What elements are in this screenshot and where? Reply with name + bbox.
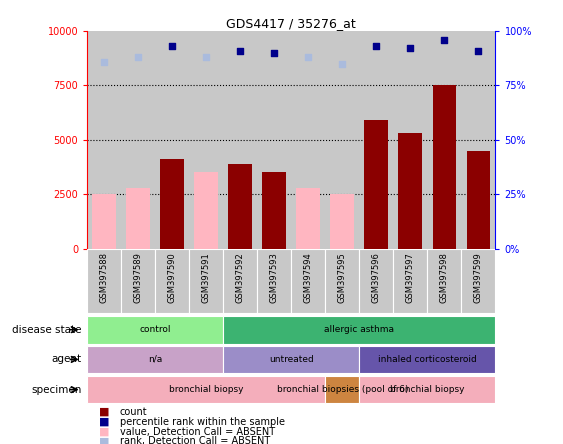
Text: GSM397590: GSM397590 bbox=[168, 252, 177, 303]
Point bbox=[236, 47, 245, 54]
Text: ■: ■ bbox=[99, 407, 109, 417]
Point bbox=[474, 47, 483, 54]
Bar bbox=[189, 249, 224, 313]
Text: GSM397592: GSM397592 bbox=[236, 252, 245, 303]
Text: GSM397594: GSM397594 bbox=[304, 252, 313, 303]
Bar bbox=[121, 249, 155, 313]
Text: value, Detection Call = ABSENT: value, Detection Call = ABSENT bbox=[120, 427, 275, 436]
Bar bbox=[359, 376, 495, 404]
Point bbox=[304, 54, 313, 61]
Bar bbox=[262, 173, 286, 249]
Bar bbox=[325, 376, 359, 404]
Bar bbox=[297, 188, 320, 249]
Text: GSM397595: GSM397595 bbox=[338, 252, 347, 303]
Bar bbox=[224, 345, 359, 373]
Text: disease state: disease state bbox=[12, 325, 82, 335]
Text: rank, Detection Call = ABSENT: rank, Detection Call = ABSENT bbox=[120, 436, 270, 444]
Bar bbox=[229, 164, 252, 249]
Bar bbox=[155, 249, 189, 313]
Text: GSM397598: GSM397598 bbox=[440, 252, 449, 303]
Bar bbox=[359, 249, 394, 313]
Text: ■: ■ bbox=[99, 427, 109, 436]
Bar bbox=[224, 316, 495, 344]
Text: count: count bbox=[120, 407, 148, 417]
Bar bbox=[359, 345, 495, 373]
Bar bbox=[87, 316, 224, 344]
Bar bbox=[292, 249, 325, 313]
Point bbox=[440, 36, 449, 44]
Text: bronchial biopsy: bronchial biopsy bbox=[390, 385, 464, 394]
Bar bbox=[87, 345, 224, 373]
Bar bbox=[394, 249, 427, 313]
Bar bbox=[427, 249, 462, 313]
Text: ■: ■ bbox=[99, 436, 109, 444]
Bar bbox=[160, 159, 184, 249]
Title: GDS4417 / 35276_at: GDS4417 / 35276_at bbox=[226, 17, 356, 30]
Bar bbox=[194, 173, 218, 249]
Bar bbox=[257, 249, 292, 313]
Point bbox=[100, 58, 109, 65]
Text: GSM397597: GSM397597 bbox=[406, 252, 415, 303]
Text: ■: ■ bbox=[99, 417, 109, 427]
Bar bbox=[462, 249, 495, 313]
Bar bbox=[92, 194, 116, 249]
Bar bbox=[432, 86, 457, 249]
Bar bbox=[87, 376, 325, 404]
Text: n/a: n/a bbox=[148, 355, 162, 364]
Text: inhaled corticosteroid: inhaled corticosteroid bbox=[378, 355, 477, 364]
Text: GSM397591: GSM397591 bbox=[202, 252, 211, 303]
Bar bbox=[325, 249, 359, 313]
Point bbox=[270, 49, 279, 56]
Text: agent: agent bbox=[51, 354, 82, 365]
Text: GSM397596: GSM397596 bbox=[372, 252, 381, 303]
Text: GSM397599: GSM397599 bbox=[474, 252, 483, 303]
Bar bbox=[399, 133, 422, 249]
Text: GSM397589: GSM397589 bbox=[134, 252, 143, 303]
Bar bbox=[224, 249, 257, 313]
Bar bbox=[87, 249, 121, 313]
Point bbox=[406, 45, 415, 52]
Bar bbox=[330, 194, 354, 249]
Text: specimen: specimen bbox=[32, 385, 82, 395]
Text: bronchial biopsy: bronchial biopsy bbox=[169, 385, 244, 394]
Text: GSM397593: GSM397593 bbox=[270, 252, 279, 303]
Text: control: control bbox=[140, 325, 171, 334]
Bar bbox=[364, 120, 388, 249]
Text: allergic asthma: allergic asthma bbox=[324, 325, 395, 334]
Point bbox=[168, 43, 177, 50]
Point bbox=[372, 43, 381, 50]
Text: bronchial biopsies (pool of 6): bronchial biopsies (pool of 6) bbox=[276, 385, 408, 394]
Text: untreated: untreated bbox=[269, 355, 314, 364]
Point bbox=[202, 54, 211, 61]
Bar bbox=[467, 151, 490, 249]
Bar bbox=[126, 188, 150, 249]
Text: GSM397588: GSM397588 bbox=[100, 252, 109, 303]
Point bbox=[338, 60, 347, 67]
Point bbox=[134, 54, 143, 61]
Text: percentile rank within the sample: percentile rank within the sample bbox=[120, 417, 285, 427]
